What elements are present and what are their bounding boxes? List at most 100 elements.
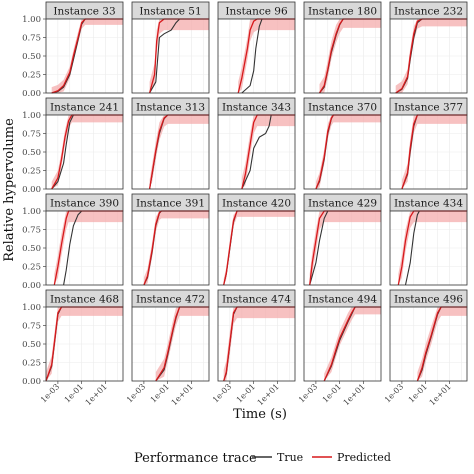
x-tick-label: 1e-03 (211, 382, 233, 404)
facet-panel: Instance 33 0.00 0.25 0.50 0.75 1.00 (22, 1, 124, 99)
predicted-band (149, 115, 209, 189)
y-tick-label: 0.50 (22, 52, 41, 62)
facet-strip-title: Instance 496 (394, 294, 463, 306)
facet-strip-title: Instance 420 (222, 198, 291, 210)
facet-panel: Instance 232 (389, 1, 468, 94)
predicted-band (143, 211, 209, 285)
facet-panel: Instance 420 (217, 193, 296, 286)
facet-panel: Instance 313 (131, 97, 210, 190)
x-tick-label: 1e-03 (39, 382, 61, 404)
facet-strip-title: Instance 241 (50, 102, 119, 114)
facet-panel: Instance 468 0.00 0.25 0.50 0.75 1.00 1e-03 1e-… (22, 289, 124, 407)
facet-panel: Instance 241 0.00 0.25 0.50 0.75 1.00 (22, 97, 124, 195)
predicted-band (51, 115, 124, 189)
facet-strip-title: Instance 51 (139, 6, 201, 18)
series-line-predicted (51, 18, 123, 94)
facet-strip-title: Instance 434 (394, 198, 463, 210)
facet-panel: Instance 434 (389, 193, 468, 286)
legend-label-true: True (277, 451, 303, 464)
y-tick-label: 0.00 (22, 281, 41, 291)
y-tick-label: 0.25 (22, 71, 41, 81)
y-tick-label: 0.25 (22, 167, 41, 177)
panel-border (217, 114, 296, 190)
facet-strip-title: Instance 390 (50, 198, 119, 210)
panels-layer: Instance 330.000.250.500.751.00Instance … (22, 1, 468, 407)
series-line-true (241, 114, 295, 190)
x-tick-label: 1e-01 (235, 382, 257, 404)
predicted-band (398, 211, 467, 285)
y-tick-label: 0.25 (22, 359, 41, 369)
facet-panel: Instance 51 (131, 1, 210, 94)
x-tick-label: 1e-01 (63, 382, 85, 404)
predicted-band (324, 307, 381, 381)
x-tick-label: 1e+01 (170, 382, 195, 407)
facet-panel: Instance 96 (217, 1, 296, 94)
panel-border (389, 306, 468, 382)
facet-panel: Instance 180 (303, 1, 382, 94)
facet-panel: Instance 370 (303, 97, 382, 190)
predicted-band (309, 211, 381, 285)
predicted-band (54, 211, 123, 285)
facet-strip-title: Instance 494 (308, 294, 377, 306)
panel-border (217, 18, 296, 94)
y-tick-label: 0.75 (22, 226, 41, 236)
y-tick-label: 0.50 (22, 340, 41, 350)
panel-border (217, 210, 296, 286)
x-axis-title: Time (s) (233, 407, 287, 422)
panel-border (131, 114, 210, 190)
facet-strip-title: Instance 370 (308, 102, 377, 114)
facet-strip-title: Instance 377 (394, 102, 463, 114)
facet-panel: Instance 429 (303, 193, 382, 286)
panel-border (303, 306, 382, 382)
facet-panel: Instance 343 (217, 97, 296, 190)
x-tick-label: 1e-01 (149, 382, 171, 404)
x-tick-label: 1e-03 (383, 382, 405, 404)
x-tick-label: 1e-01 (407, 382, 429, 404)
y-tick-label: 0.25 (22, 263, 41, 273)
facet-strip-title: Instance 429 (308, 198, 377, 210)
predicted-band (149, 19, 209, 93)
predicted-band (417, 307, 467, 381)
facet-strip-title: Instance 343 (222, 102, 291, 114)
y-tick-label: 1.00 (22, 15, 41, 25)
predicted-band (315, 115, 381, 189)
y-tick-label: 0.50 (22, 148, 41, 158)
facet-strip-title: Instance 313 (136, 102, 205, 114)
facet-strip-title: Instance 468 (50, 294, 119, 306)
y-tick-label: 0.75 (22, 130, 41, 140)
y-tick-label: 1.00 (22, 303, 41, 313)
y-tick-label: 0.00 (22, 377, 41, 387)
y-tick-label: 0.00 (22, 185, 41, 195)
series-line-true (149, 18, 209, 94)
facet-strip-title: Instance 474 (222, 294, 291, 306)
facet-strip-title: Instance 391 (136, 198, 205, 210)
predicted-band (401, 115, 467, 189)
y-tick-label: 0.00 (22, 89, 41, 99)
legend: Performance trace True Predicted (134, 451, 391, 466)
predicted-band (241, 115, 295, 189)
y-tick-label: 1.00 (22, 207, 41, 217)
facet-strip-title: Instance 96 (225, 6, 288, 18)
x-tick-label: 1e+01 (428, 382, 453, 407)
panel-border (217, 306, 296, 382)
x-tick-label: 1e+01 (342, 382, 367, 407)
x-tick-label: 1e+01 (256, 382, 281, 407)
facet-strip-title: Instance 472 (136, 294, 205, 306)
panel-border (389, 114, 468, 190)
panel-border (389, 18, 468, 94)
panel-border (389, 210, 468, 286)
legend-label-predicted: Predicted (337, 451, 391, 464)
series-line-predicted (323, 306, 381, 382)
facet-panel: Instance 390 0.00 0.25 0.50 0.75 1.00 (22, 193, 124, 291)
facet-panel: Instance 391 (131, 193, 210, 286)
predicted-band (238, 19, 295, 93)
panel-border (131, 210, 210, 286)
panel-border (131, 18, 210, 94)
y-tick-label: 0.75 (22, 322, 41, 332)
y-tick-label: 0.50 (22, 244, 41, 254)
